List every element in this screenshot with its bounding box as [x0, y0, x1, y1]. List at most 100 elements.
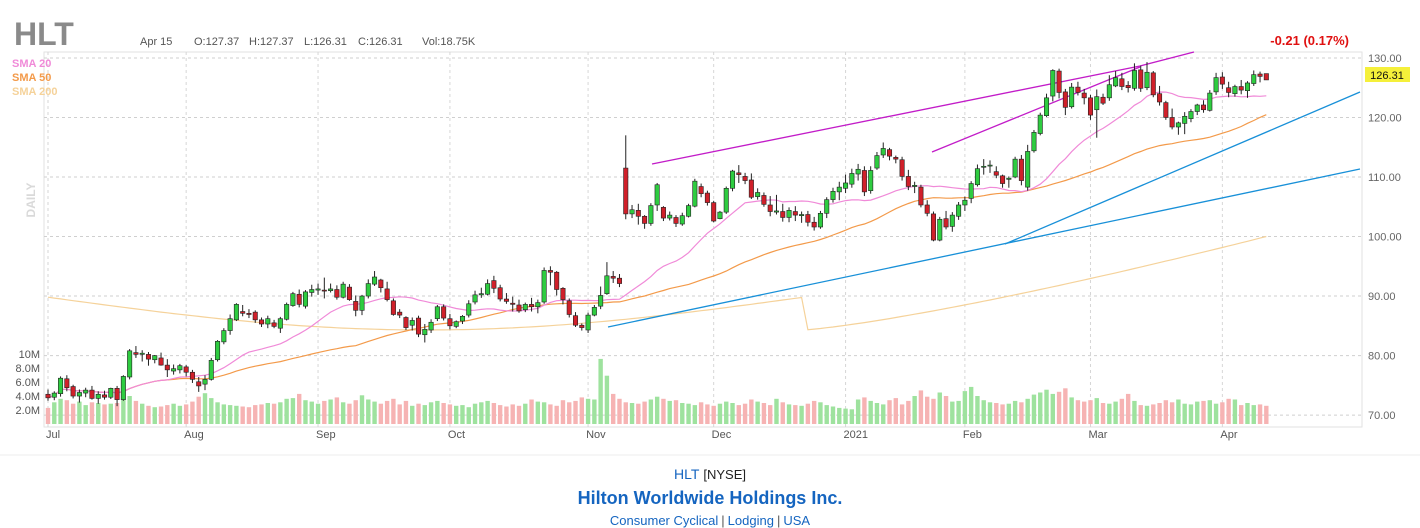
candle-up [51, 392, 57, 398]
candle-up [836, 186, 842, 193]
sma-50-line [47, 114, 1267, 399]
volume-bar [881, 404, 886, 424]
volume-bar [768, 405, 773, 424]
volume-bar [843, 408, 848, 424]
volume-bar [121, 399, 126, 424]
plot-frame [43, 51, 1363, 428]
candle-up [453, 321, 459, 327]
candle-down [271, 322, 277, 327]
volume-bar [755, 401, 760, 424]
candle-down [240, 311, 246, 314]
volume-bar [824, 405, 829, 424]
candle-up [1207, 92, 1213, 111]
volume-bar [705, 404, 710, 424]
candle-down [748, 179, 754, 198]
sector-link[interactable]: Consumer Cyclical [609, 513, 719, 528]
volume-bar [868, 400, 873, 424]
volume-bar [441, 403, 446, 424]
volume-bar [1163, 400, 1169, 424]
volume-bar [692, 405, 698, 424]
candle-down [1100, 96, 1106, 104]
candle-down [196, 381, 202, 387]
candle-down [1150, 72, 1156, 96]
candle-up [466, 303, 472, 316]
last-price-tag-bg [1365, 67, 1410, 82]
volume-bar [359, 395, 365, 424]
candle-down [642, 215, 648, 224]
volume-bar [724, 401, 729, 424]
candle-down [384, 288, 390, 300]
candle-down [510, 302, 516, 305]
volume-bar [1119, 398, 1125, 424]
candle-down [1119, 78, 1125, 87]
volume-bar [183, 404, 189, 424]
volume-bar [472, 403, 478, 424]
volume-bar [573, 400, 578, 424]
volume-bar [246, 407, 252, 424]
candle-down [1226, 87, 1232, 93]
country-link[interactable]: USA [783, 513, 811, 528]
volume-bar [1100, 403, 1106, 424]
volume-bar [598, 358, 603, 424]
volume-bar [799, 405, 804, 424]
candle-down [805, 214, 811, 223]
candle-down [761, 195, 767, 205]
footer-symbol[interactable]: HLT [673, 466, 700, 482]
date-tick-label: Aug [184, 429, 204, 441]
volume-bar [818, 402, 823, 424]
company-name[interactable]: Hilton Worldwide Holdings Inc. [577, 488, 843, 508]
candle-down [742, 176, 748, 181]
candle-up [208, 360, 214, 380]
separator: | [776, 513, 781, 528]
volume-bar [215, 402, 220, 424]
candle-down [1263, 73, 1269, 81]
industry-link[interactable]: Lodging [727, 513, 774, 528]
candle-up [365, 283, 371, 297]
volume-bar [611, 393, 616, 424]
volume-bar [290, 398, 296, 424]
volume-bar [874, 403, 880, 424]
volume-bar [742, 403, 748, 424]
candle-up [949, 214, 955, 227]
ticker-symbol: HLT [14, 16, 74, 52]
candle-down [711, 202, 717, 222]
candle-down [1138, 69, 1144, 89]
volume-bar [1088, 400, 1093, 424]
price-tick-label: 110.00 [1368, 172, 1401, 184]
volume-bar [485, 400, 490, 424]
candle-up [981, 165, 987, 168]
volume-bar [77, 401, 82, 424]
candle-down [698, 186, 704, 194]
sma-20-line [47, 91, 1267, 399]
candle-down [792, 211, 798, 216]
candle-up [1182, 115, 1188, 124]
ohlc-date: Apr 15 [140, 36, 172, 48]
volume-bar [1157, 403, 1162, 424]
candle-up [478, 293, 484, 296]
volume-bar [975, 396, 980, 424]
volume-bar [793, 405, 798, 424]
volume-bar [780, 402, 785, 424]
volume-bar [1213, 403, 1219, 424]
volume-bar [491, 403, 497, 424]
volume-bar [83, 405, 88, 424]
candle-up [1031, 132, 1037, 152]
volume-bar [592, 399, 597, 424]
trendline-magenta-2 [1139, 51, 1195, 67]
candle-up [849, 173, 855, 185]
volume-bar [1264, 405, 1269, 424]
candle-down [616, 277, 622, 284]
volume-bar [1245, 403, 1250, 424]
volume-bar [981, 400, 986, 424]
candle-up [654, 184, 660, 206]
candle-down [70, 386, 76, 397]
candle-up [359, 295, 365, 311]
volume-bar [497, 405, 503, 424]
price-tick-label: 80.00 [1368, 351, 1396, 363]
candle-down [704, 192, 710, 203]
candle-up [1012, 158, 1018, 178]
candle-up [591, 307, 597, 316]
volume-bar [585, 398, 591, 424]
sma-200-line [47, 235, 1267, 331]
